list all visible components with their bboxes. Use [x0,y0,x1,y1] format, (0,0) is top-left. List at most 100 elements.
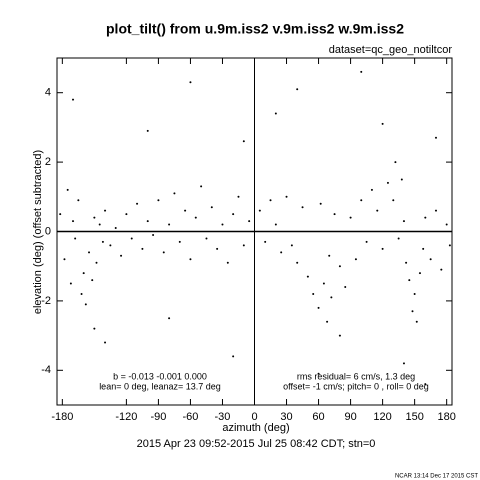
point [354,258,357,261]
point [408,279,411,282]
point [424,216,427,219]
point [448,244,451,247]
point [405,261,408,264]
point [146,220,149,223]
point [141,247,144,250]
point [91,279,94,282]
point [184,209,187,212]
point [445,223,448,226]
point [333,213,336,216]
y-tick-label: -4 [41,364,51,376]
point [386,181,389,184]
point [168,317,171,320]
point [434,209,437,212]
point [394,161,397,164]
point [242,140,245,143]
point [424,383,427,386]
point [360,70,363,73]
point [317,372,320,375]
point [328,254,331,257]
x-tick-label: 180 [437,411,455,423]
point [237,195,240,198]
x-tick-label: -90 [150,411,166,423]
point [114,227,117,230]
y-tick-label: -2 [41,295,51,307]
point [338,265,341,268]
x-axis-label: azimuth (deg) [222,422,289,434]
point [422,247,425,250]
point [152,233,155,236]
point [360,199,363,202]
point [98,223,101,226]
x-tick-label: 0 [251,411,257,423]
point [338,334,341,337]
point [296,261,299,264]
point [274,112,277,115]
point [413,292,416,295]
point [168,223,171,226]
point [221,223,224,226]
point [274,223,277,226]
chart-title: plot_tilt() from u.9m.iss2 v.9m.iss2 w.9… [106,21,404,37]
x-tick-label: 90 [344,411,356,423]
point [264,240,267,243]
point [317,306,320,309]
point [95,261,98,264]
point [120,254,123,257]
point [349,216,352,219]
point [269,199,272,202]
point [136,202,139,205]
x-tick-label: 60 [312,411,324,423]
annotation: lean= 0 deg, leanaz= 13.7 deg [99,381,221,391]
point [312,292,315,295]
point [59,213,62,216]
y-tick-label: 2 [45,156,51,168]
point [101,240,104,243]
x-tick-label: 150 [405,411,423,423]
point [440,268,443,271]
point [63,258,66,261]
subtitle: dataset=qc_geo_notiltcor [329,44,453,56]
point [216,247,219,250]
point [226,261,229,264]
point [80,292,83,295]
point [232,213,235,216]
point [434,136,437,139]
annotation: b = -0.013 -0.001 0.000 [113,371,207,381]
y-axis-label: elevation (deg) (offset subtracted) [32,150,44,314]
point [242,244,245,247]
point [296,88,299,91]
point [205,237,208,240]
point [301,206,304,209]
x-tick-label: -30 [215,411,231,423]
point [210,206,213,209]
point [104,209,107,212]
plot-frame [56,57,453,406]
point [365,240,368,243]
point [88,251,91,254]
point [306,275,309,278]
y-tick-label: 4 [45,87,51,99]
x-tick-label: -120 [115,411,137,423]
point [125,213,128,216]
point [162,251,165,254]
point [400,178,403,181]
point [370,188,373,191]
point [157,199,160,202]
point [392,199,395,202]
point [280,251,283,254]
point [248,220,251,223]
point [330,296,333,299]
point [69,282,72,285]
point [72,220,75,223]
point [381,122,384,125]
point [82,272,85,275]
point [194,216,197,219]
point [189,81,192,84]
point [418,272,421,275]
point [285,195,288,198]
annotation: offset= -1 cm/s; pitch= 0 , roll= 0 deg [283,381,429,391]
point [344,286,347,289]
